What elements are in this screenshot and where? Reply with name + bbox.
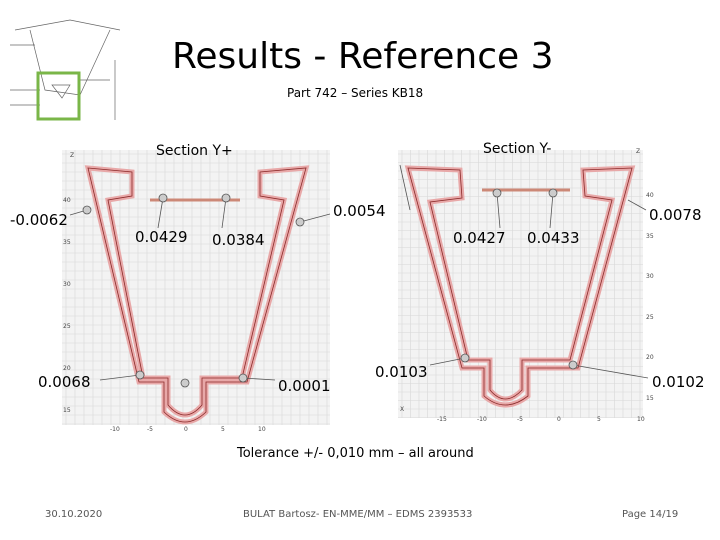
axis-tick-label: 0 bbox=[557, 416, 561, 423]
axis-tick-label: 15 bbox=[646, 394, 654, 402]
axis-tick-label: -10 bbox=[110, 426, 120, 433]
slide-title: Results - Reference 3 bbox=[172, 36, 554, 77]
axis-tick-label: 25 bbox=[646, 313, 654, 321]
measurement: -0.0062 bbox=[10, 211, 68, 229]
axis-tick-label: 35 bbox=[646, 232, 654, 240]
axis-tick-label: -15 bbox=[437, 416, 447, 423]
axis-label: Z bbox=[636, 148, 641, 155]
measurement: 0.0054 bbox=[333, 202, 386, 220]
axis-tick-label: -5 bbox=[517, 416, 523, 423]
subtitle: Part 742 – Series KB18 bbox=[287, 86, 424, 100]
tolerance-note: Tolerance +/- 0,010 mm – all around bbox=[237, 446, 474, 461]
axis-tick-label: 30 bbox=[63, 281, 71, 288]
footer-author: BULAT Bartosz- EN-MME/MM – EDMS 2393533 bbox=[243, 509, 473, 520]
footer-page: Page 14/19 bbox=[622, 509, 679, 520]
axis-tick-label: 10 bbox=[637, 416, 645, 423]
thumbnail bbox=[10, 19, 121, 121]
section-label: Section Y- bbox=[483, 141, 552, 157]
footer-date: 30.10.2020 bbox=[45, 509, 103, 520]
profile bbox=[87, 167, 307, 423]
measurement: 0.0001 bbox=[278, 377, 331, 395]
axis-tick-label: 40 bbox=[63, 197, 71, 204]
measurement: 0.0433 bbox=[527, 229, 580, 247]
measurement: 0.0068 bbox=[38, 373, 91, 391]
axis-tick-label: 20 bbox=[646, 354, 654, 361]
measurement: 0.0078 bbox=[649, 206, 702, 224]
measurement: 0.0429 bbox=[135, 228, 188, 246]
measurement: 0.0384 bbox=[212, 231, 265, 249]
measurement: 0.0427 bbox=[453, 229, 506, 247]
axis-tick-label: 40 bbox=[646, 192, 654, 199]
section-label: Section Y+ bbox=[156, 143, 233, 159]
axis-tick-label: 35 bbox=[63, 239, 71, 246]
axis-tick-label: 25 bbox=[63, 323, 71, 330]
axis-label: Z bbox=[70, 152, 75, 159]
axis-tick-label: 15 bbox=[63, 407, 71, 414]
axis-tick-label: 10 bbox=[258, 426, 266, 433]
axis-tick-label: 5 bbox=[221, 426, 225, 433]
measurement: 0.0103 bbox=[375, 363, 428, 381]
axis-tick-label: 20 bbox=[63, 365, 71, 372]
leaders bbox=[69, 164, 649, 388]
measurement: 0.0102 bbox=[652, 373, 705, 391]
axis-tick-label: 30 bbox=[646, 273, 654, 280]
axis-tick-label: 5 bbox=[597, 416, 601, 423]
profile bbox=[407, 167, 633, 406]
axis-label: X bbox=[400, 406, 405, 413]
axis-tick-label: -10 bbox=[477, 416, 487, 423]
axis-tick-label: -5 bbox=[147, 426, 153, 433]
axis-tick-label: 0 bbox=[184, 426, 188, 433]
